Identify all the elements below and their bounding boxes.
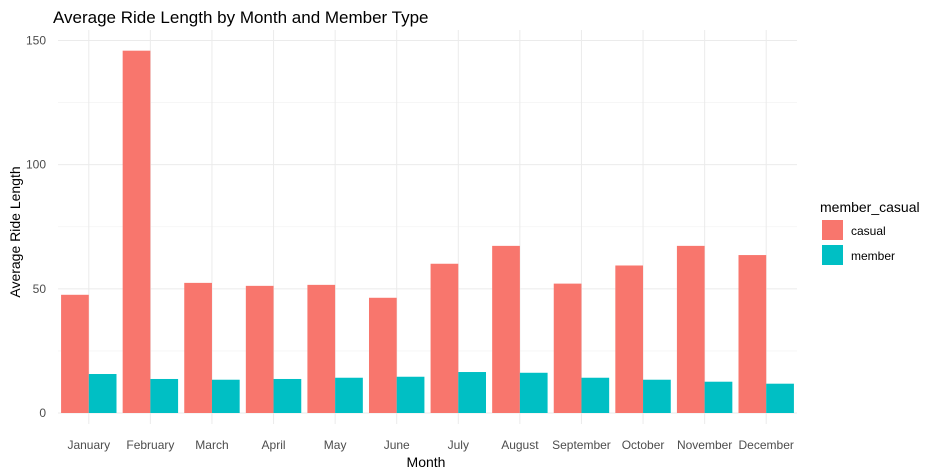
bar-member-may [335, 377, 363, 413]
y-axis-title: Average Ride Length [7, 166, 23, 297]
legend-title: member_casual [820, 199, 920, 215]
bar-casual-july [430, 263, 459, 413]
chart-title: Average Ride Length by Month and Member … [53, 8, 429, 27]
bar-member-june [396, 376, 425, 413]
legend-label-casual: casual [851, 224, 886, 238]
x-tick-label: May [324, 438, 347, 452]
y-tick-label: 150 [26, 34, 46, 48]
bar-casual-june [368, 297, 397, 413]
bar-member-january [88, 374, 117, 413]
bar-casual-november [676, 245, 705, 413]
legend-key-member [822, 245, 843, 265]
bar-casual-august [492, 245, 520, 413]
bar-casual-february [122, 50, 151, 413]
x-tick-label: December [739, 438, 794, 452]
bar-casual-december [738, 255, 767, 413]
x-tick-label: August [501, 438, 539, 452]
bar-casual-may [307, 284, 336, 413]
bar-casual-january [61, 294, 89, 413]
legend-label-member: member [851, 249, 895, 263]
bar-casual-october [615, 265, 644, 413]
bar-member-march [211, 379, 240, 413]
bar-casual-april [245, 285, 274, 413]
bar-member-september [581, 377, 610, 413]
y-tick-label: 100 [26, 158, 46, 172]
bar-member-july [458, 372, 487, 413]
bar-member-august [519, 372, 548, 413]
x-tick-label: June [384, 438, 410, 452]
bar-member-october [643, 379, 671, 413]
y-tick-label: 50 [33, 282, 47, 296]
bar-member-april [273, 378, 302, 413]
x-tick-label: September [552, 438, 611, 452]
x-tick-label: October [622, 438, 665, 452]
x-tick-label: March [195, 438, 228, 452]
bar-member-december [766, 383, 794, 413]
x-axis-title: Month [407, 454, 446, 470]
bar-member-november [704, 381, 733, 413]
bars [61, 50, 794, 413]
y-tick-label: 0 [39, 406, 46, 420]
x-tick-label: November [677, 438, 732, 452]
y-axis-ticks: 0 50 100 150 [26, 34, 46, 421]
bar-casual-september [553, 283, 582, 413]
bar-member-february [150, 378, 179, 413]
legend: member_casual casual member [820, 199, 920, 265]
x-tick-label: April [262, 438, 286, 452]
x-tick-label: January [67, 438, 110, 452]
x-axis-ticks: January February March April May June July Augu… [67, 438, 793, 452]
x-tick-label: February [126, 438, 174, 452]
x-tick-label: July [448, 438, 469, 452]
bar-casual-march [184, 282, 212, 413]
legend-key-casual [822, 220, 843, 240]
